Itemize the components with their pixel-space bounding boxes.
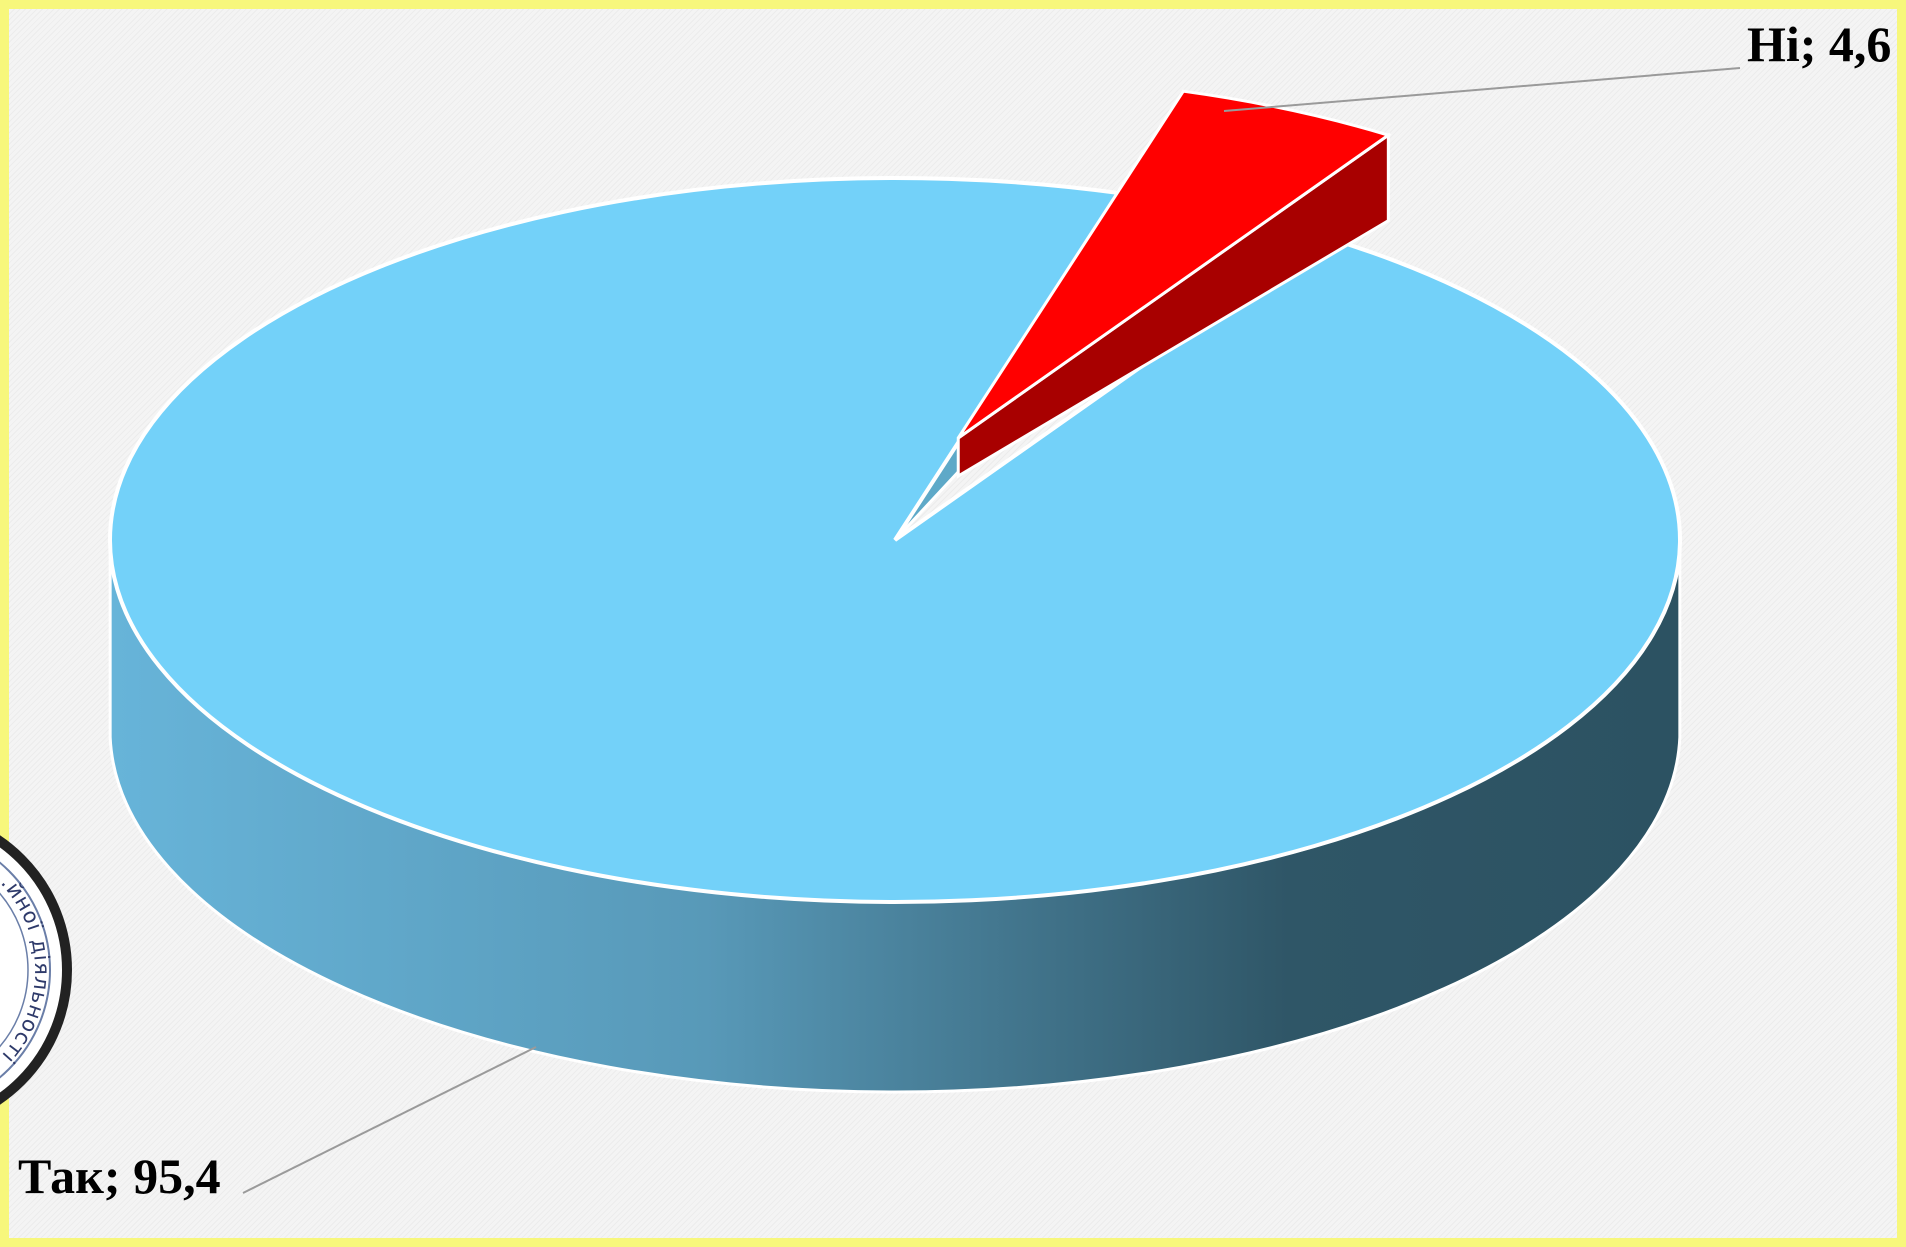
seal-logo: …йної діяльності — [0, 835, 72, 1105]
pie-slice-ni — [956, 89, 1392, 440]
leader-line-tak — [242, 1046, 537, 1194]
pie-slice-tak — [108, 176, 1682, 904]
data-label-ni: Ні; 4,6 — [1747, 16, 1891, 72]
leader-line-ni — [1223, 67, 1741, 112]
data-label-tak: Так; 95,4 — [18, 1148, 221, 1204]
